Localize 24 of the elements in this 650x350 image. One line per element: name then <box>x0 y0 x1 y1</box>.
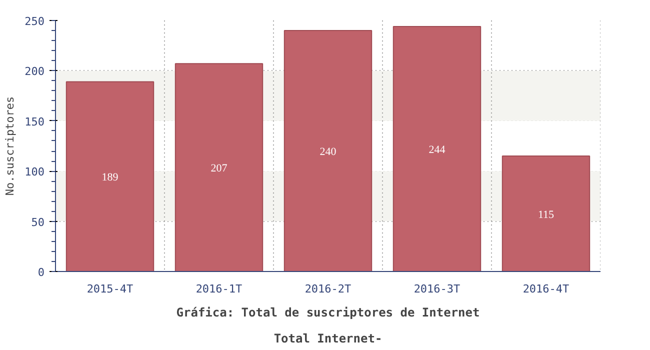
x-tick-label: 2016-3T <box>414 282 461 296</box>
bar <box>392 26 482 272</box>
data-label: 240 <box>320 146 337 158</box>
bar <box>66 81 154 272</box>
data-label: 207 <box>210 162 228 175</box>
data-label: 189 <box>102 172 119 184</box>
y-tick-label: 100 <box>24 166 45 179</box>
y-tick-label: 0 <box>38 266 44 279</box>
x-tick-label: 2016-1T <box>196 282 243 296</box>
y-tick-label: 50 <box>31 216 45 229</box>
text: Total Internet- <box>274 332 382 346</box>
y-tick-label: 200 <box>24 65 45 78</box>
bar <box>284 30 372 272</box>
bar <box>174 63 264 272</box>
bar <box>502 156 590 272</box>
text: Gráfica: Total de suscriptores de Internet <box>176 306 480 320</box>
y-tick-label: 150 <box>24 115 45 128</box>
x-tick-label: 2016-4T <box>522 282 570 296</box>
y-axis-title: No.suscriptores <box>4 96 17 196</box>
x-tick-label: 2016-2T <box>304 282 352 296</box>
x-tick-label: 2015-4T <box>86 282 134 296</box>
y-tick-label: 250 <box>24 15 45 28</box>
data-label: 115 <box>538 208 555 221</box>
data-label: 244 <box>428 144 446 156</box>
